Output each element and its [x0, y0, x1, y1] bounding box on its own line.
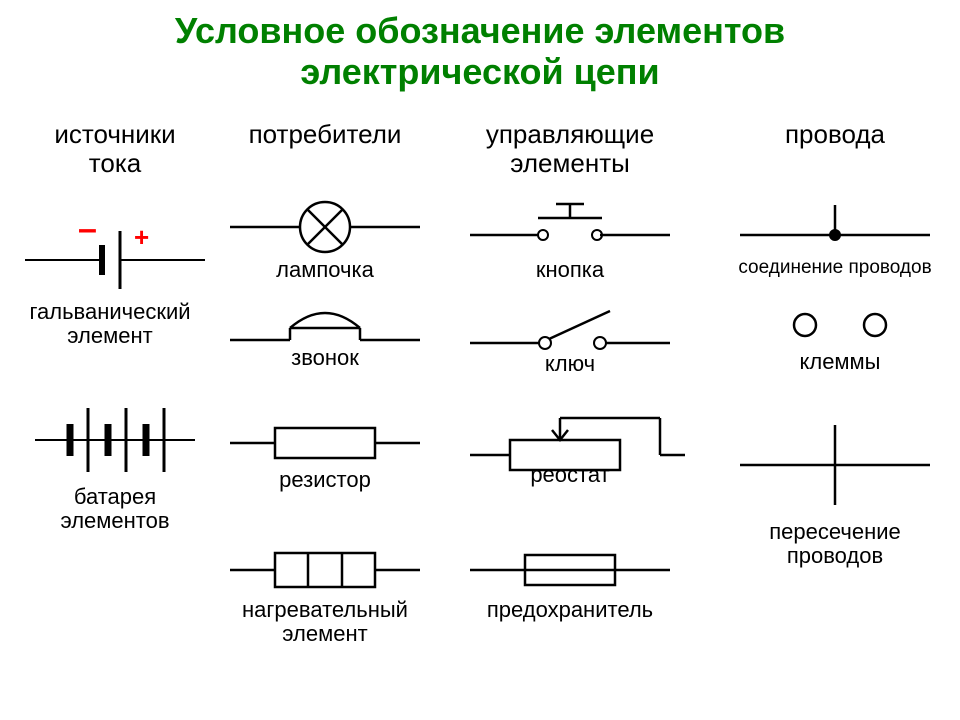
col-sources: источники тока	[20, 120, 210, 177]
switch-label: ключ	[500, 352, 640, 376]
terminals-symbol	[755, 305, 925, 350]
resistor-label: резистор	[250, 468, 400, 492]
col-wires: провода	[740, 120, 930, 149]
battery-label: батарея элементов	[30, 485, 200, 533]
plus-sign: +	[134, 222, 149, 253]
junction-label: соединение проводов	[720, 258, 950, 279]
col-controls: управляющие элементы	[450, 120, 690, 177]
battery-symbol	[30, 400, 200, 480]
bell-label: звонок	[250, 346, 400, 370]
rheostat-label: реостат	[500, 463, 640, 487]
galvanic-label: гальванический элемент	[10, 300, 210, 348]
fuse-symbol	[460, 545, 680, 595]
resistor-symbol	[220, 418, 430, 468]
junction-symbol	[730, 200, 940, 255]
title-line2: электрической цепи	[300, 51, 659, 92]
button-label: кнопка	[500, 258, 640, 282]
galvanic-symbol	[20, 225, 210, 295]
fuse-label: предохранитель	[460, 598, 680, 622]
heater-symbol	[220, 545, 430, 595]
crossing-symbol	[730, 420, 940, 510]
col-consumers: потребители	[220, 120, 430, 149]
title-line1: Условное обозначение элементов	[175, 10, 785, 51]
page-title: Условное обозначение элементов электриче…	[0, 10, 960, 93]
lamp-symbol	[220, 195, 430, 260]
terminals-label: клеммы	[760, 350, 920, 374]
lamp-label: лампочка	[250, 258, 400, 282]
button-symbol	[460, 200, 680, 255]
minus-sign: –	[78, 210, 97, 249]
crossing-label: пересечение проводов	[730, 520, 940, 568]
heater-label: нагревательный элемент	[220, 598, 430, 646]
